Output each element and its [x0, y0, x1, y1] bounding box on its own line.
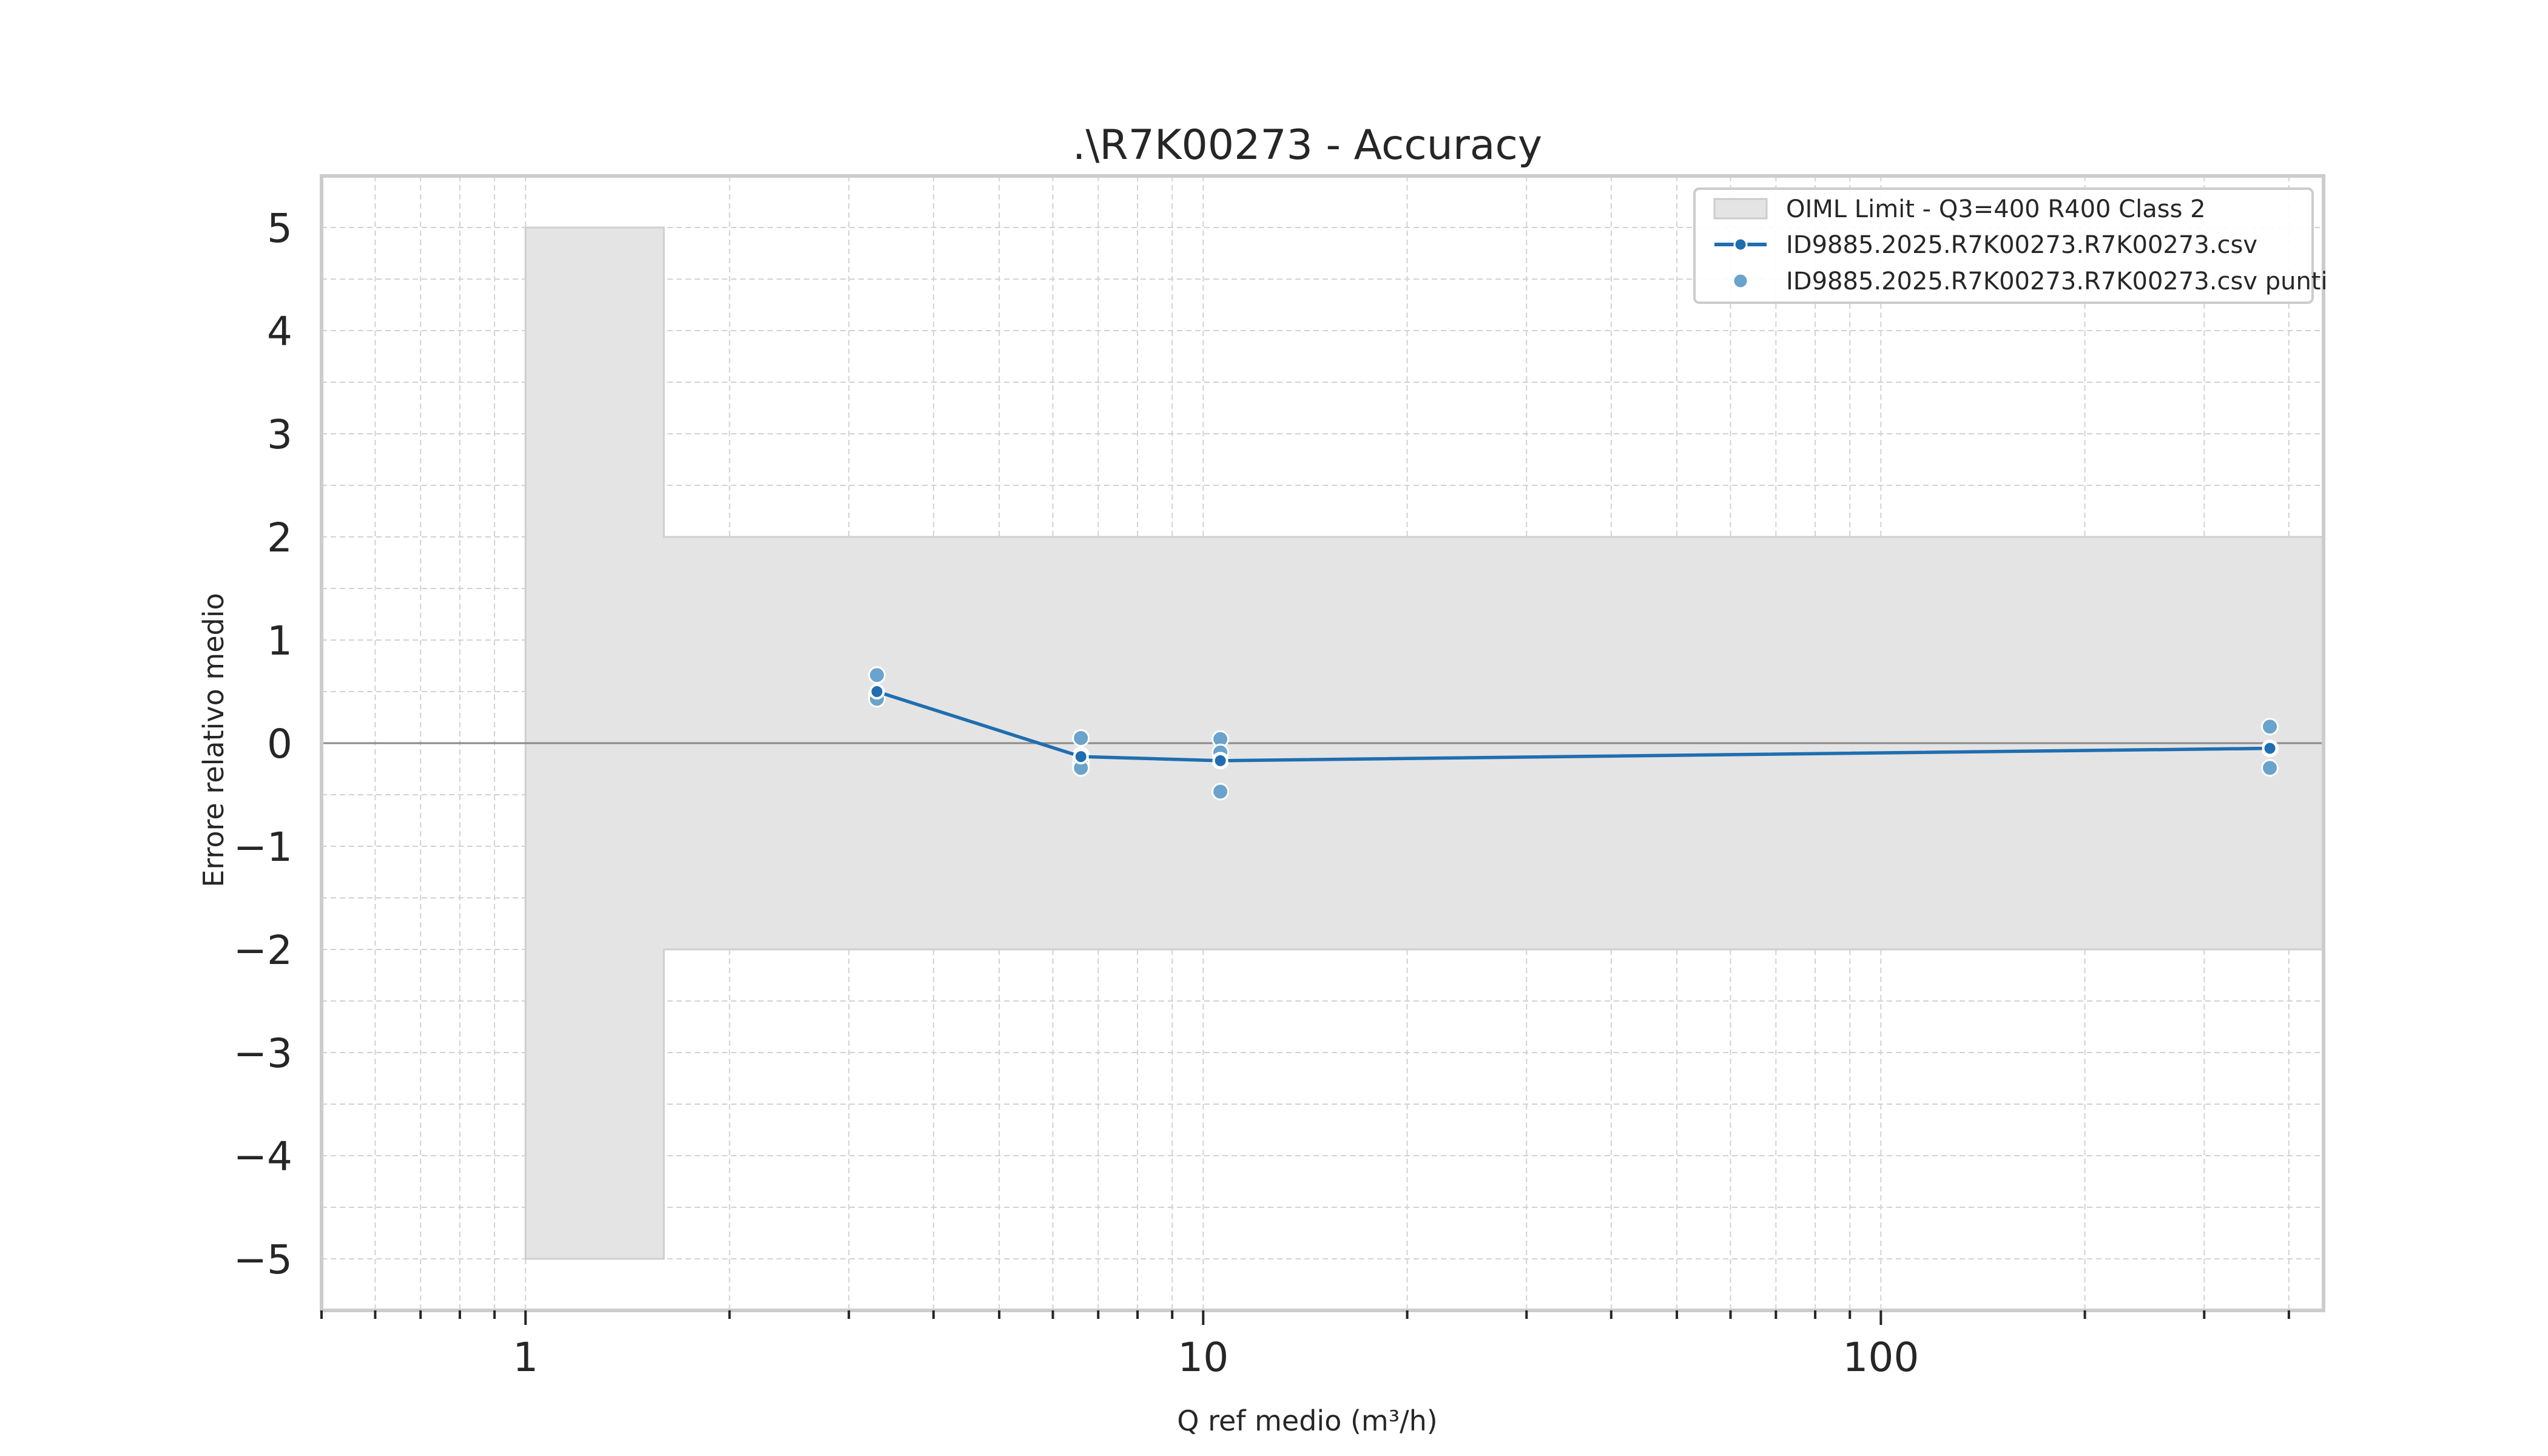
y-tick-label: 0	[267, 721, 292, 767]
data-point	[868, 666, 886, 684]
mean-marker	[1073, 749, 1089, 765]
data-point	[2261, 759, 2279, 777]
y-tick-label: −2	[234, 927, 292, 974]
legend-points-label: ID9885.2025.R7K00273.R7K00273.csv punti	[1786, 268, 2328, 295]
y-tick-label: 4	[267, 308, 292, 355]
legend-band-swatch	[1713, 198, 1768, 220]
legend-line-label: ID9885.2025.R7K00273.R7K00273.csv	[1786, 231, 2257, 259]
legend: OIML Limit - Q3=400 R400 Class 2 ID9885.…	[1693, 187, 2328, 304]
y-tick-label: 3	[267, 411, 292, 458]
y-axis-ticks: 5 4 3 2 1 0 −1 −2 −3 −4 −5	[234, 205, 292, 1283]
legend-points-marker	[1732, 272, 1749, 289]
x-tick-label: 10	[1178, 1334, 1228, 1381]
mean-marker	[869, 684, 885, 699]
mean-marker	[2262, 740, 2278, 757]
mean-line	[876, 690, 2270, 763]
x-tick-label: 100	[1842, 1334, 1919, 1381]
mean-marker	[1212, 752, 1228, 769]
x-axis-label: Q ref medio (m³/h)	[1177, 1404, 1438, 1437]
data-point	[2261, 718, 2279, 736]
plot-frame	[320, 174, 2325, 1312]
y-tick-label: 1	[267, 618, 292, 664]
legend-band-label: OIML Limit - Q3=400 R400 Class 2	[1786, 195, 2206, 223]
data-point	[1072, 729, 1090, 747]
y-tick-label: −5	[234, 1236, 292, 1283]
legend-line-marker	[1733, 237, 1748, 252]
y-tick-label: 5	[267, 205, 292, 252]
y-axis-label: Errore relativo medio	[197, 593, 230, 887]
x-axis-ticks: 1 10 100	[320, 1310, 2290, 1381]
y-tick-label: −1	[234, 824, 292, 871]
y-tick-label: −3	[234, 1030, 292, 1077]
series-layer	[868, 666, 2279, 801]
y-tick-label: −4	[234, 1133, 292, 1180]
x-tick-label: 1	[513, 1334, 538, 1381]
data-point	[1212, 783, 1230, 801]
y-tick-label: 2	[267, 514, 292, 561]
chart-title: .\R7K00273 - Accuracy	[1073, 121, 1542, 169]
legend-frame	[1693, 187, 2314, 304]
